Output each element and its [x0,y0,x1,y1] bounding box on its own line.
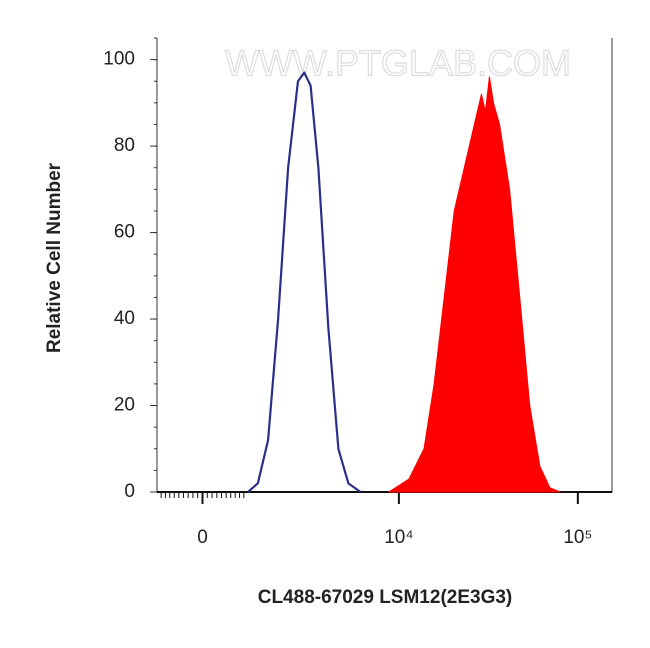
histogram-area [388,76,561,493]
x-tick-label: 10⁴ [384,527,413,548]
y-tick-label: 100 [103,49,135,70]
x-tick-label: 0 [197,527,208,548]
watermark: WWW.PTGLAB.COM [225,43,571,84]
y-tick-label: 20 [114,395,135,416]
y-tick-label: 80 [114,135,135,156]
plot-frame [156,38,613,493]
y-tick-label: 60 [114,222,135,243]
x-tick-label: 10⁵ [563,527,592,548]
x-axis-label: CL488-67029 LSM12(2E3G3) [258,587,513,608]
histogram-line [247,71,362,493]
y-tick-label: 0 [124,481,135,502]
y-tick-label: 40 [114,308,135,329]
y-axis-label: Relative Cell Number [44,162,65,353]
